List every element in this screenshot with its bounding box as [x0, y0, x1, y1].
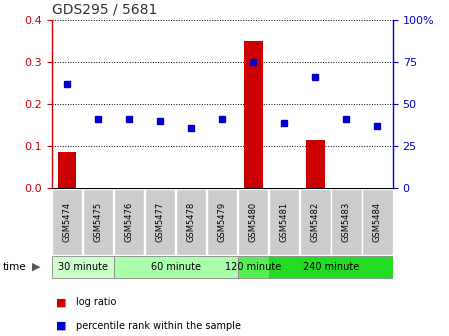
Text: ■: ■: [56, 321, 66, 331]
Text: GSM5482: GSM5482: [311, 202, 320, 242]
FancyBboxPatch shape: [114, 189, 145, 255]
FancyBboxPatch shape: [83, 189, 113, 255]
Bar: [182, 188, 201, 192]
Text: 30 minute: 30 minute: [57, 262, 108, 272]
FancyBboxPatch shape: [176, 189, 207, 255]
FancyBboxPatch shape: [300, 189, 330, 255]
Text: ▶: ▶: [32, 262, 41, 272]
Text: GSM5478: GSM5478: [187, 202, 196, 242]
Text: 240 minute: 240 minute: [303, 262, 359, 272]
Bar: [368, 188, 387, 192]
Text: log ratio: log ratio: [76, 297, 117, 307]
Text: GSM5477: GSM5477: [156, 202, 165, 242]
Text: GDS295 / 5681: GDS295 / 5681: [52, 3, 157, 17]
Bar: [58, 153, 76, 188]
Text: GSM5481: GSM5481: [280, 202, 289, 242]
Text: GSM5474: GSM5474: [63, 202, 72, 242]
FancyBboxPatch shape: [52, 256, 114, 279]
Text: 120 minute: 120 minute: [225, 262, 282, 272]
Text: GSM5484: GSM5484: [373, 202, 382, 242]
Text: 60 minute: 60 minute: [151, 262, 201, 272]
Text: GSM5483: GSM5483: [342, 202, 351, 242]
FancyBboxPatch shape: [362, 189, 392, 255]
Text: GSM5480: GSM5480: [249, 202, 258, 242]
Text: time: time: [2, 262, 26, 272]
Bar: [120, 188, 138, 192]
FancyBboxPatch shape: [269, 256, 393, 279]
FancyBboxPatch shape: [331, 189, 361, 255]
Bar: [89, 188, 107, 192]
Bar: [213, 188, 232, 192]
Text: ■: ■: [56, 297, 66, 307]
Text: GSM5476: GSM5476: [125, 202, 134, 242]
Text: GSM5475: GSM5475: [94, 202, 103, 242]
FancyBboxPatch shape: [145, 189, 176, 255]
Bar: [244, 41, 263, 188]
Bar: [275, 188, 294, 192]
Bar: [151, 188, 170, 192]
FancyBboxPatch shape: [238, 189, 269, 255]
FancyBboxPatch shape: [52, 189, 82, 255]
FancyBboxPatch shape: [238, 256, 269, 279]
Bar: [337, 188, 356, 192]
FancyBboxPatch shape: [114, 256, 238, 279]
FancyBboxPatch shape: [207, 189, 238, 255]
FancyBboxPatch shape: [269, 189, 299, 255]
Text: percentile rank within the sample: percentile rank within the sample: [76, 321, 241, 331]
Bar: [306, 140, 325, 188]
Text: GSM5479: GSM5479: [218, 202, 227, 242]
